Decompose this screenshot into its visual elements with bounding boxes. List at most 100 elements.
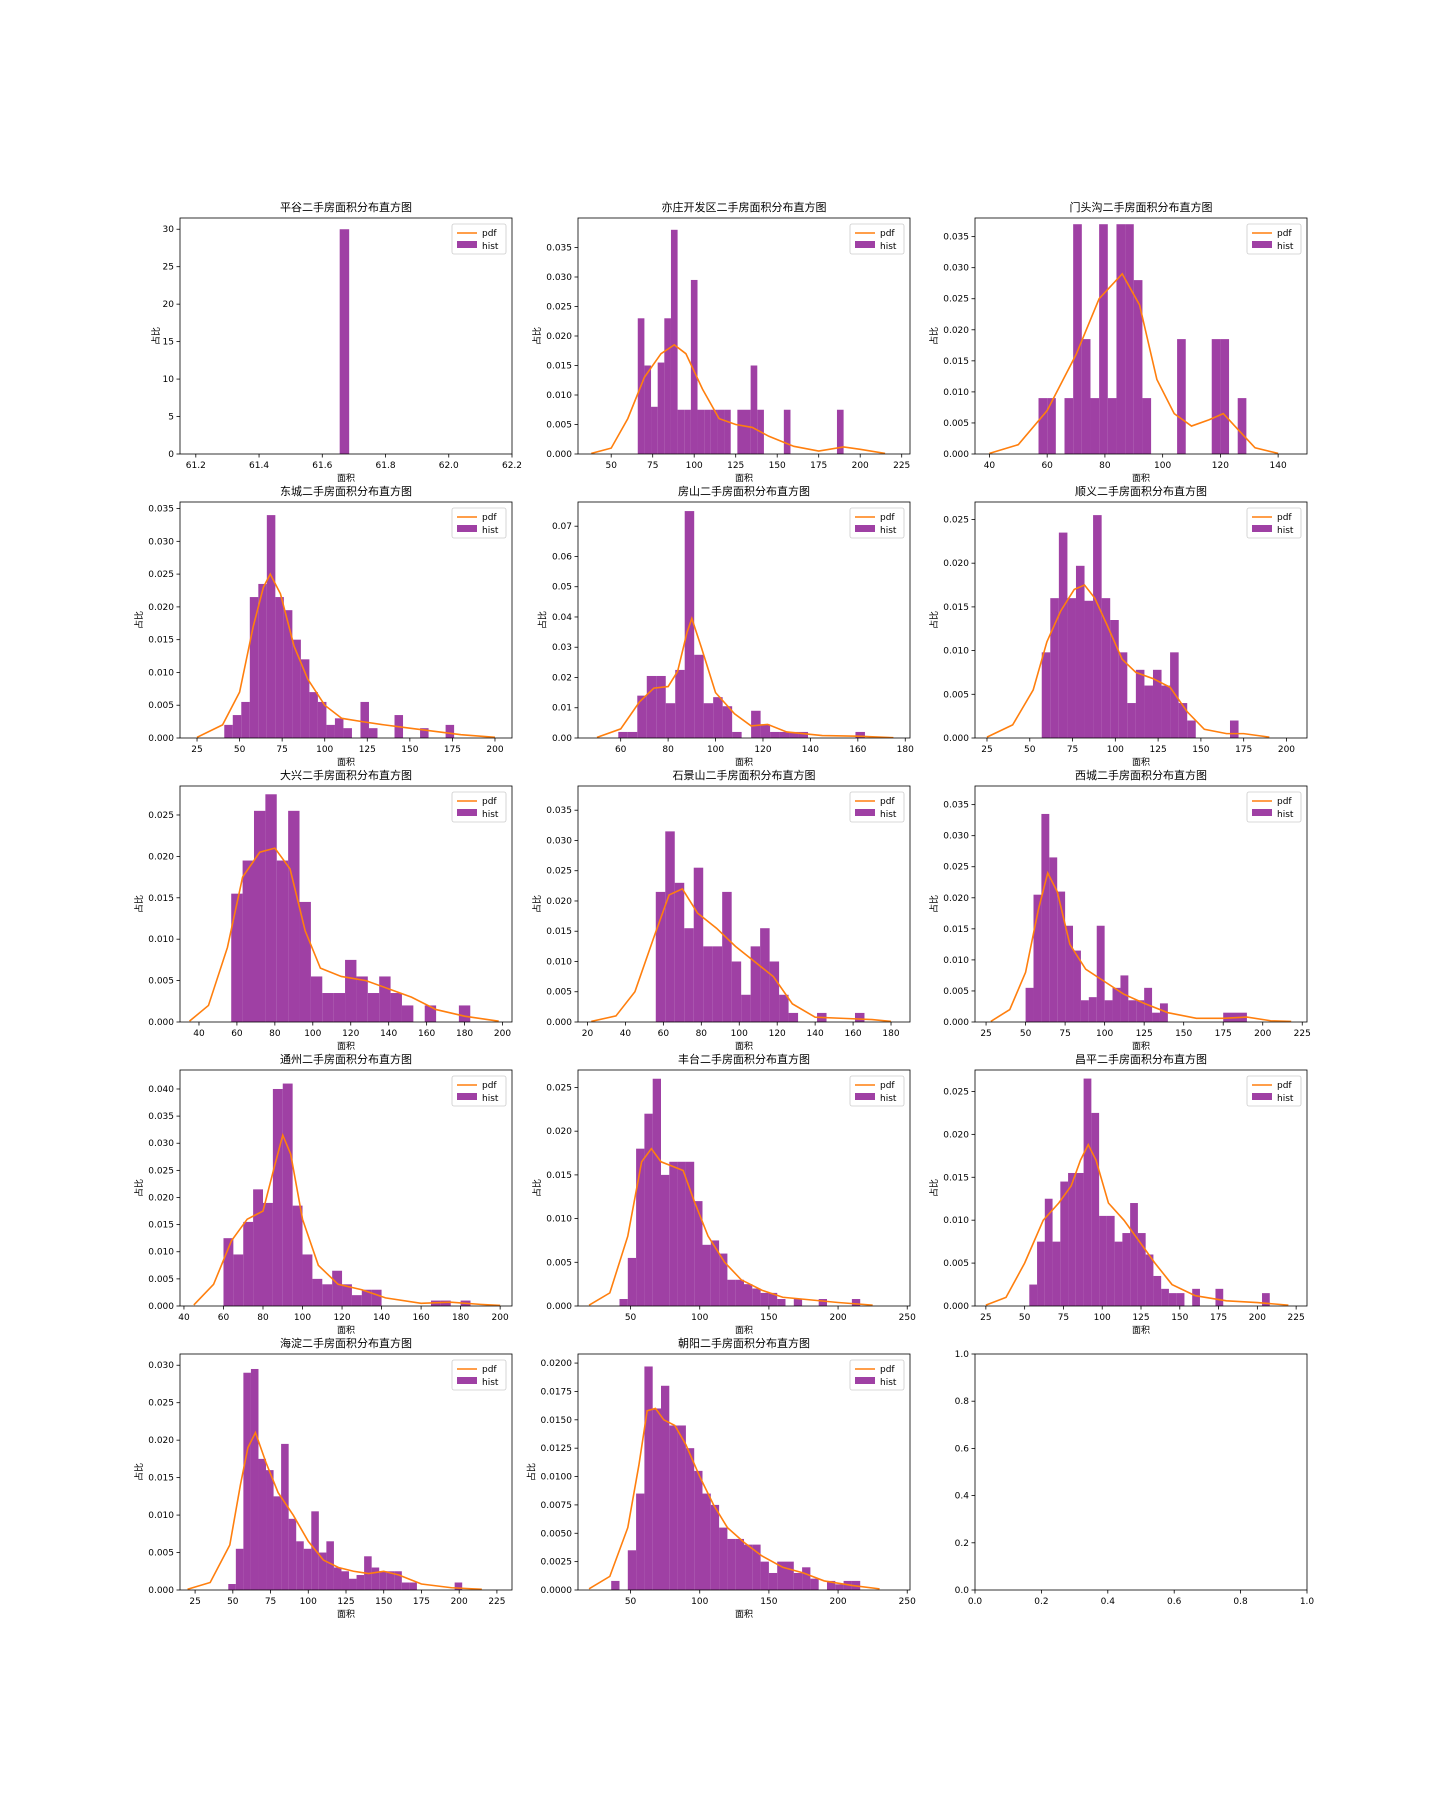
y-tick-label: 0.000 — [148, 1586, 174, 1596]
legend-pdf-label: pdf — [482, 1081, 497, 1091]
hist-bar — [652, 1408, 661, 1590]
legend-hist-swatch — [855, 241, 875, 248]
y-tick-label: 0.00 — [552, 734, 572, 744]
x-tick-label: 100 — [707, 745, 724, 755]
hist-bar — [732, 731, 742, 738]
axes-frame — [179, 501, 513, 739]
x-tick-label: 62.2 — [502, 461, 522, 471]
hist-bar — [232, 715, 242, 738]
y-tick-label: 0.005 — [943, 1259, 969, 1269]
x-tick-label: 25 — [191, 745, 202, 755]
x-tick-label: 100 — [731, 1029, 748, 1039]
x-tick-label: 175 — [413, 1597, 430, 1607]
y-tick-label: 0.025 — [943, 515, 969, 525]
hist-bar — [332, 1270, 343, 1306]
hist-bar — [1220, 339, 1230, 454]
hist-bar — [1065, 925, 1074, 1022]
x-tick-label: 200 — [486, 745, 503, 755]
hist-bar — [1142, 398, 1152, 454]
hist-bar — [652, 1078, 661, 1306]
hist-bar — [341, 1571, 350, 1590]
y-axis-label: 占比 — [531, 1179, 543, 1197]
legend-hist-swatch — [457, 1093, 477, 1100]
hist-bar — [651, 406, 658, 454]
pdf-line — [196, 572, 496, 738]
hist-bar — [661, 1385, 670, 1590]
y-tick-label: 0.06 — [552, 552, 572, 562]
hist-bar — [693, 867, 704, 1022]
hist-bar — [302, 1254, 313, 1306]
x-tick-label: 120 — [342, 1029, 359, 1039]
hist-bar — [273, 1496, 282, 1590]
y-tick-label: 1.0 — [955, 1350, 970, 1360]
hist-bar — [309, 692, 318, 738]
hist-bar — [694, 1470, 703, 1590]
x-tick-label: 75 — [1067, 745, 1078, 755]
y-tick-label: 0.030 — [546, 273, 572, 283]
hist-bar — [675, 669, 685, 738]
x-tick-label: 225 — [488, 1597, 505, 1607]
legend-hist-label: hist — [1277, 526, 1294, 536]
plot-area — [188, 794, 499, 1022]
legend-hist-label: hist — [482, 1378, 499, 1388]
x-tick-label: 75 — [647, 461, 658, 471]
hist-bar — [750, 946, 761, 1022]
x-tick-label: 100 — [686, 461, 703, 471]
hist-bar — [752, 1288, 761, 1306]
hist-bar — [409, 1582, 417, 1590]
x-tick-label: 200 — [829, 1313, 846, 1323]
x-tick-label: 180 — [882, 1029, 899, 1039]
y-tick-label: 0.02 — [552, 673, 572, 683]
legend: pdf hist — [451, 1359, 507, 1391]
legend-pdf-label: pdf — [1277, 1081, 1292, 1091]
y-tick-label: 0.020 — [148, 852, 174, 862]
subplot-9: 25 50 75 100 125 150 175 200 225 0.000 0.005 0.010 0… — [928, 768, 1311, 1052]
hist-bar — [1104, 1000, 1113, 1022]
hist-bar — [760, 1561, 769, 1590]
x-tick-label: 100 — [294, 1313, 311, 1323]
hist-bar — [253, 810, 266, 1022]
y-tick-label: 0.0200 — [541, 1359, 573, 1369]
hist-bar — [810, 1578, 819, 1590]
hist-bar — [690, 279, 698, 454]
x-tick-label: 40 — [193, 1029, 205, 1039]
x-axis-label: 面积 — [735, 1040, 753, 1052]
hist-bar — [1135, 669, 1145, 738]
y-axis-label: 占比 — [133, 611, 145, 629]
y-tick-label: 0.005 — [546, 1258, 572, 1268]
hist-bar — [677, 409, 685, 454]
hist-bar — [719, 1253, 728, 1306]
hist-bar — [1170, 652, 1179, 738]
hist-bar — [655, 891, 666, 1022]
hist-bar — [636, 1148, 645, 1306]
plot-area — [596, 511, 894, 738]
y-tick-label: 0.04 — [552, 613, 572, 623]
x-tick-label: 25 — [189, 1597, 200, 1607]
x-axis-label: 面积 — [1132, 1040, 1150, 1052]
hist-bar — [802, 1567, 811, 1590]
legend: pdf hist — [1246, 507, 1302, 539]
y-tick-label: 0.035 — [943, 233, 969, 243]
x-tick-label: 225 — [1288, 1313, 1305, 1323]
hist-bar — [619, 1299, 628, 1306]
hist-bar — [303, 1548, 312, 1590]
hist-bar — [288, 810, 300, 1022]
axes-frame — [974, 217, 1308, 455]
hist-bar — [670, 229, 678, 454]
hist-bar — [1075, 565, 1085, 738]
hist-bar — [713, 697, 723, 738]
hist-bar — [231, 893, 243, 1022]
y-tick-label: 0.0025 — [541, 1558, 573, 1568]
subplot-5: 60 80 100 120 140 160 180 0.00 0.01 0.02 0.03 0.04 0… — [537, 484, 915, 768]
y-tick-label: 0.010 — [148, 935, 174, 945]
hist-bar — [789, 731, 799, 738]
legend-hist-swatch — [855, 809, 875, 816]
plot-area — [990, 813, 1292, 1022]
subplot-11: 50 100 150 200 250 0.000 0.005 0.010 0.015 0.020 0… — [531, 1052, 916, 1336]
pdf-line — [187, 1430, 482, 1590]
x-axis-label: 面积 — [337, 472, 355, 484]
subplot-title: 朝阳二手房面积分布直方图 — [678, 1336, 810, 1350]
hist-bar — [684, 928, 694, 1022]
hist-bar — [379, 1571, 387, 1590]
